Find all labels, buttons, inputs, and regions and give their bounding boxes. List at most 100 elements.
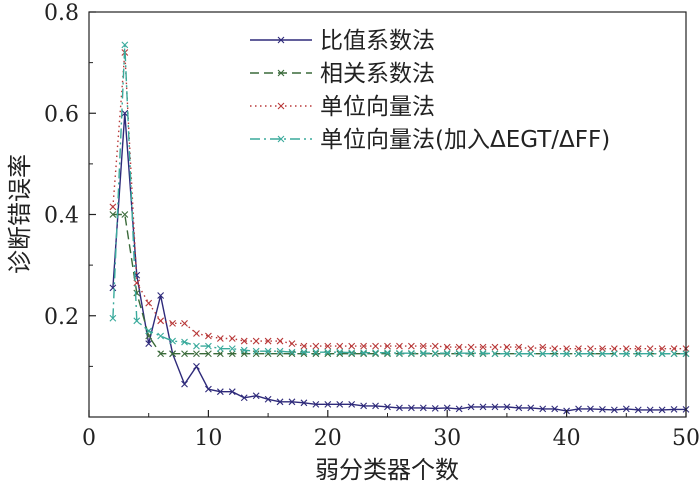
- data-point: [205, 385, 212, 393]
- data-point: [610, 350, 618, 358]
- series-line: [112, 113, 686, 412]
- data-point: [622, 350, 630, 358]
- data-point: [312, 400, 320, 408]
- legend-marker: [277, 69, 285, 77]
- ticks-layer: 0 10 20 30 40 50 0.2 0.4 0.6 0.8: [44, 1, 700, 451]
- data-point: [121, 41, 129, 49]
- data-point: [348, 349, 356, 357]
- data-point: [551, 350, 559, 358]
- data-point: [396, 342, 403, 350]
- data-point: [300, 348, 308, 356]
- data-point: [109, 203, 117, 211]
- data-point: [193, 350, 200, 358]
- data-point: [646, 350, 654, 358]
- y-tick-label: 0.6: [44, 102, 79, 127]
- x-tick-label: 10: [194, 426, 222, 451]
- legend-marker: [277, 102, 285, 110]
- data-point: [479, 343, 487, 351]
- data-point: [121, 211, 129, 218]
- data-point: [384, 342, 391, 350]
- data-point: [634, 350, 642, 358]
- data-point: [575, 405, 582, 413]
- data-point: [670, 350, 678, 358]
- data-point: [646, 345, 654, 353]
- data-point: [216, 388, 224, 396]
- data-point: [455, 349, 463, 357]
- data-point: [407, 342, 415, 350]
- data-point: [443, 404, 451, 412]
- data-point: [240, 337, 248, 345]
- y-tick-label: 0.8: [44, 1, 79, 26]
- data-point: [276, 347, 284, 355]
- data-point: [360, 350, 368, 358]
- x-tick-label: 30: [433, 426, 461, 451]
- data-point: [264, 337, 272, 345]
- data-point: [443, 343, 451, 351]
- legend-item: 单位向量法: [250, 94, 435, 120]
- y-tick-label: 0.4: [44, 204, 79, 229]
- data-point: [157, 317, 165, 325]
- x-tick-label: 0: [82, 426, 96, 451]
- data-point: [527, 404, 535, 412]
- data-point: [467, 343, 475, 351]
- data-point: [670, 345, 678, 353]
- x-tick-label: 50: [672, 426, 700, 451]
- legend-item: 比值系数法: [250, 28, 435, 54]
- data-point: [384, 350, 391, 358]
- data-point: [515, 404, 523, 412]
- legend-label: 单位向量法: [320, 94, 435, 120]
- x-tick-label: 20: [314, 426, 342, 451]
- data-point: [407, 349, 415, 357]
- data-point: [670, 406, 678, 413]
- data-point: [169, 319, 176, 327]
- data-point: [634, 406, 642, 414]
- data-point: [252, 347, 260, 355]
- data-point: [539, 405, 547, 413]
- data-point: [599, 345, 606, 353]
- data-point: [264, 395, 272, 403]
- data-point: [587, 405, 594, 413]
- data-point: [360, 342, 368, 350]
- data-point: [622, 405, 630, 413]
- data-point: [216, 335, 224, 342]
- data-point: [181, 350, 188, 358]
- legend-label: 单位向量法(加入ΔEGT/ΔFF): [320, 127, 610, 153]
- data-point: [658, 345, 666, 353]
- x-axis-title: 弱分类器个数: [315, 456, 459, 484]
- data-point: [396, 404, 403, 412]
- data-point: [252, 392, 260, 400]
- data-point: [479, 349, 487, 357]
- data-point: [169, 350, 176, 358]
- data-point: [157, 350, 165, 358]
- data-point: [240, 394, 248, 402]
- data-point: [205, 342, 212, 350]
- data-point: [431, 349, 439, 357]
- data-point: [491, 403, 499, 411]
- data-point: [455, 405, 463, 413]
- data-point: [276, 337, 284, 345]
- data-point: [384, 403, 391, 411]
- data-point: [527, 350, 535, 358]
- data-point: [193, 330, 200, 337]
- data-point: [384, 349, 391, 357]
- data-point: [360, 402, 368, 410]
- data-point: [312, 348, 320, 356]
- data-point: [324, 342, 332, 350]
- data-point: [109, 314, 117, 322]
- data-point: [431, 405, 439, 412]
- data-point: [658, 406, 666, 414]
- data-point: [181, 319, 188, 327]
- data-point: [145, 340, 153, 347]
- data-point: [240, 346, 248, 354]
- legend-marker: [277, 36, 285, 44]
- data-point: [300, 342, 308, 350]
- legend-marker: [277, 135, 285, 143]
- data-point: [563, 350, 570, 358]
- data-point: [336, 348, 344, 356]
- data-point: [193, 342, 200, 350]
- data-point: [372, 342, 379, 350]
- data-point: [658, 350, 666, 358]
- data-point: [610, 406, 618, 414]
